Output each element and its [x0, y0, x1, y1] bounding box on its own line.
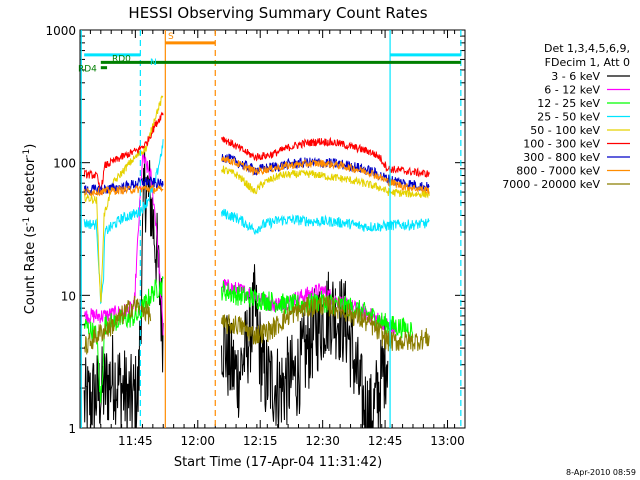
y-axis-label-sup-2: -1	[22, 149, 32, 158]
series-line-4-segment-1	[221, 165, 430, 199]
flag-label-rd0: RD0	[112, 54, 131, 64]
series-line-3-segment-0	[83, 139, 164, 305]
legend-label-8: 7000 - 20000 keV	[502, 178, 600, 191]
legend-label-5: 100 - 300 keV	[523, 138, 600, 151]
legend-label-3: 25 - 50 keV	[537, 111, 600, 124]
plot-area	[83, 95, 430, 428]
series-line-7-segment-1	[221, 155, 430, 194]
x-tick-label-2: 12:15	[243, 434, 278, 448]
series-line-7-segment-0	[83, 183, 164, 197]
legend-header-line-2: FDecim 1, Att 0	[545, 56, 630, 69]
legend-label-2: 12 - 25 keV	[537, 97, 600, 110]
x-tick-label-3: 12:30	[305, 434, 340, 448]
timestamp: 8-Apr-2010 08:59	[566, 468, 636, 477]
flag-label-n: N	[150, 58, 157, 68]
y-axis-label: Count Rate (s-1 detector-1)	[22, 144, 38, 315]
y-axis-label-part-3: )	[23, 144, 38, 149]
series-line-5-segment-1	[221, 136, 430, 178]
flag-label-s: S	[168, 32, 174, 42]
legend-label-0: 3 - 6 keV	[551, 70, 600, 83]
legend-header-line-1: Det 1,3,4,5,6,9,	[544, 42, 630, 55]
y-tick-label-0: 1	[68, 422, 76, 436]
x-tick-label-0: 11:45	[118, 434, 153, 448]
x-axis: 11:45 12:00 12:15 12:30 12:45 13:00	[79, 30, 466, 448]
series-line-3-segment-1	[221, 208, 430, 235]
x-tick-label-5: 13:00	[430, 434, 465, 448]
flag-label-rd4: RD4	[78, 65, 97, 75]
y-axis-label-part-2: detector	[23, 157, 38, 217]
plot-frame	[79, 29, 466, 429]
legend-label-1: 6 - 12 keV	[544, 84, 600, 97]
y-axis-label-part-1: Count Rate (s	[23, 226, 38, 315]
y-tick-label-2: 100	[53, 157, 76, 171]
legend-label-4: 50 - 100 keV	[530, 124, 600, 137]
y-tick-label-3: 1000	[45, 24, 76, 38]
series-line-8-segment-0	[83, 295, 152, 355]
x-tick-label-1: 12:00	[180, 434, 215, 448]
series-line-4-segment-0	[83, 95, 164, 303]
legend-label-6: 300 - 800 keV	[523, 151, 600, 164]
series-line-5-segment-0	[83, 111, 164, 196]
y-axis-label-sup-1: -1	[22, 217, 32, 226]
y-tick-label-1: 10	[61, 289, 76, 303]
chart-title: HESSI Observing Summary Count Rates	[128, 4, 427, 22]
series-line-8-segment-1	[221, 295, 430, 352]
x-axis-label: Start Time (17-Apr-04 11:31:42)	[174, 455, 382, 470]
series-line-0-segment-1	[221, 264, 389, 428]
legend-label-7: 800 - 7000 keV	[516, 165, 600, 178]
x-tick-label-4: 12:45	[368, 434, 403, 448]
legend: Det 1,3,4,5,6,9, FDecim 1, Att 0 3 - 6 k…	[502, 42, 630, 191]
